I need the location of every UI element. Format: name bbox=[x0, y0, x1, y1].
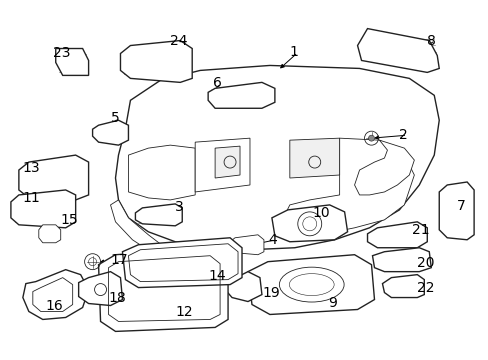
Text: 4: 4 bbox=[267, 233, 276, 247]
Polygon shape bbox=[357, 28, 438, 72]
Polygon shape bbox=[382, 275, 424, 298]
Polygon shape bbox=[438, 182, 473, 240]
Polygon shape bbox=[79, 272, 122, 306]
Polygon shape bbox=[354, 140, 413, 195]
Polygon shape bbox=[372, 248, 430, 272]
Text: 24: 24 bbox=[170, 33, 187, 48]
Text: 11: 11 bbox=[23, 191, 41, 205]
Text: 9: 9 bbox=[327, 296, 336, 310]
Text: 20: 20 bbox=[416, 256, 434, 270]
Text: 8: 8 bbox=[427, 33, 435, 48]
Polygon shape bbox=[99, 248, 227, 332]
Text: 14: 14 bbox=[208, 269, 225, 283]
Text: 16: 16 bbox=[46, 298, 63, 312]
Text: 13: 13 bbox=[23, 161, 41, 175]
Polygon shape bbox=[11, 190, 76, 228]
Text: 7: 7 bbox=[456, 199, 465, 213]
Polygon shape bbox=[110, 200, 190, 262]
Polygon shape bbox=[56, 49, 88, 75]
Text: 15: 15 bbox=[61, 213, 78, 227]
Text: 21: 21 bbox=[411, 223, 429, 237]
Text: 5: 5 bbox=[110, 111, 119, 125]
Polygon shape bbox=[271, 205, 347, 242]
Text: 2: 2 bbox=[399, 128, 407, 142]
Polygon shape bbox=[247, 255, 374, 315]
Text: 17: 17 bbox=[110, 253, 128, 267]
Polygon shape bbox=[122, 238, 242, 288]
Polygon shape bbox=[39, 225, 61, 243]
Polygon shape bbox=[367, 222, 427, 248]
Polygon shape bbox=[208, 82, 274, 108]
Text: 10: 10 bbox=[312, 206, 330, 220]
Polygon shape bbox=[115, 66, 438, 250]
Polygon shape bbox=[215, 146, 240, 178]
Polygon shape bbox=[289, 138, 339, 178]
Polygon shape bbox=[19, 155, 88, 200]
Polygon shape bbox=[285, 138, 413, 232]
Polygon shape bbox=[229, 235, 264, 255]
Text: 19: 19 bbox=[263, 285, 280, 300]
Text: 6: 6 bbox=[213, 76, 222, 90]
Polygon shape bbox=[135, 204, 182, 226]
Polygon shape bbox=[128, 145, 195, 200]
Text: 23: 23 bbox=[53, 46, 70, 60]
Text: 18: 18 bbox=[108, 291, 126, 305]
Text: 12: 12 bbox=[175, 306, 192, 319]
Polygon shape bbox=[23, 270, 88, 319]
Polygon shape bbox=[92, 120, 128, 145]
Text: 22: 22 bbox=[416, 280, 434, 294]
Polygon shape bbox=[224, 272, 262, 302]
Polygon shape bbox=[195, 138, 249, 192]
Polygon shape bbox=[120, 41, 192, 82]
Text: 3: 3 bbox=[175, 200, 183, 214]
Circle shape bbox=[368, 135, 374, 141]
Text: 1: 1 bbox=[289, 45, 298, 59]
